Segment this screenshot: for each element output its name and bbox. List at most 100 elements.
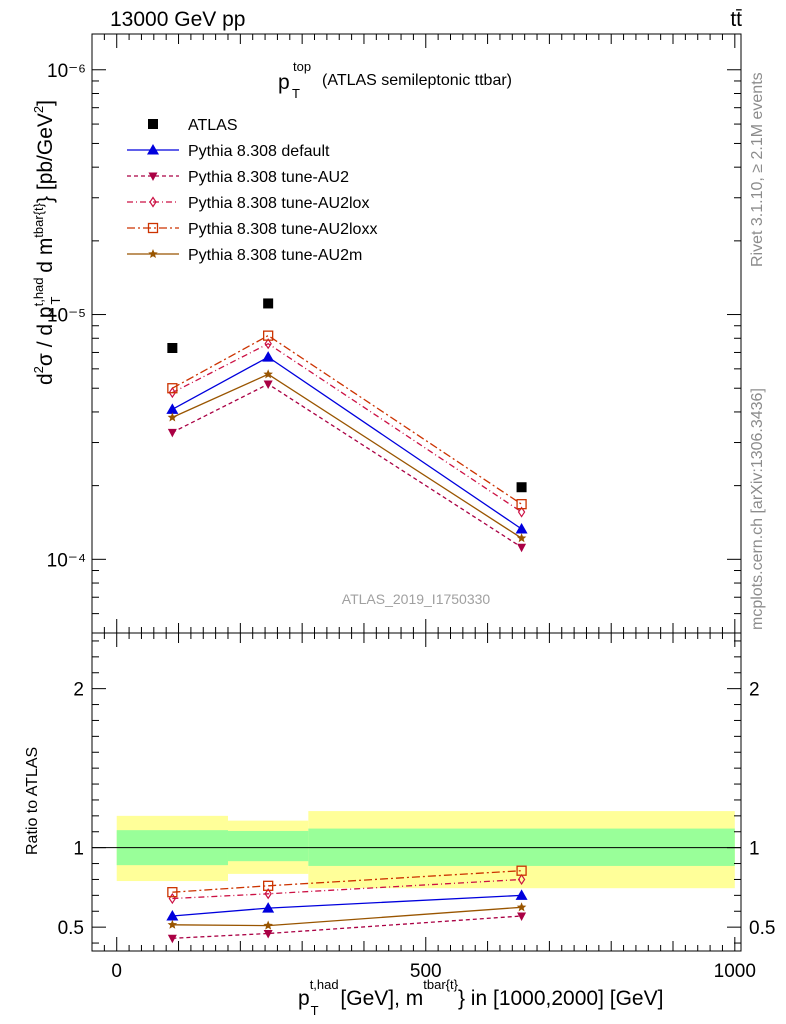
series-4	[167, 330, 527, 510]
data-point	[167, 383, 178, 394]
series-line	[172, 334, 522, 505]
legend-marker	[148, 172, 158, 181]
ratio-axes: 0.5 0.5 1 1 2 2 0 500 1000	[58, 633, 775, 982]
legend-marker	[147, 144, 159, 155]
data-point	[263, 380, 273, 390]
data-point	[262, 351, 275, 362]
final-state-label: tt̄	[730, 8, 742, 31]
data-point	[263, 369, 273, 379]
data-point	[166, 403, 179, 414]
title-subscript: T	[292, 86, 300, 101]
ratio-panel-frame	[91, 632, 742, 952]
legend: ATLAS Pythia 8.308 default Pythia 8.308 tu…	[127, 117, 377, 264]
data-point	[516, 533, 527, 543]
ratio-plot-area: 0.5 0.5 1 1 2 2 0 500 1000	[58, 633, 775, 982]
data-point	[264, 338, 272, 350]
x-tick-label: 0	[111, 961, 122, 982]
series-line	[172, 383, 522, 548]
ratio-line	[172, 906, 522, 927]
inner-band	[227, 830, 309, 862]
series-5	[167, 369, 527, 543]
ratio-y-axis-label: Ratio to ATLAS	[24, 747, 41, 855]
ratio-y-tick-label: 0.5	[58, 918, 84, 939]
series-line	[172, 342, 522, 513]
ratio-point	[264, 888, 272, 900]
ratio-point	[516, 902, 527, 912]
main-y-tick-label: 10⁻⁵	[47, 306, 86, 327]
data-point	[263, 330, 274, 341]
title-superscript: top	[293, 59, 311, 74]
ratio-point	[515, 889, 528, 900]
legend-item: Pythia 8.308 tune-AU2lox	[127, 195, 369, 212]
ratio-point	[262, 902, 275, 913]
data-point	[168, 386, 177, 399]
series-line	[172, 356, 522, 530]
data-point	[167, 412, 178, 422]
ratio-series-3	[167, 865, 527, 898]
main-y-axis-label: d2σ / d pt,had T d mtbar{t}} [pb/GeV2]	[31, 100, 63, 385]
ratio-series-4	[167, 902, 527, 930]
uncertainty-bands	[116, 811, 735, 889]
legend-item: Pythia 8.308 tune-AU2loxx	[127, 221, 377, 238]
process-label: 13000 GeV pp	[110, 8, 245, 31]
ratio-point	[263, 920, 273, 930]
legend-label: Pythia 8.308 tune-AU2m	[188, 247, 362, 264]
main-y-tick-label: 10⁻⁴	[47, 550, 86, 571]
data-point	[516, 499, 527, 510]
legend-item: Pythia 8.308 tune-AU2m	[127, 247, 362, 264]
legend-label: Pythia 8.308 tune-AU2lox	[188, 195, 369, 212]
ratio-y-tick-label: 2	[73, 680, 84, 701]
ratio-y-tick-label-right: 1	[749, 839, 760, 860]
ratio-point	[167, 934, 177, 944]
x-tick-label: 1000	[714, 961, 756, 982]
ratio-line	[172, 870, 522, 893]
ratio-line	[172, 878, 522, 900]
ratio-series-0	[166, 889, 528, 921]
ratio-point	[263, 930, 273, 939]
data-point	[167, 342, 178, 353]
ratio-point	[167, 919, 178, 929]
legend-marker	[147, 222, 159, 234]
ratio-line	[172, 894, 522, 917]
mcplots-label: mcplots.cern.ch [arXiv:1306.3436]	[749, 388, 766, 630]
ratio-point	[167, 887, 178, 898]
plot-title: p top T (ATLAS semileptonic ttbar)	[278, 59, 512, 101]
title-symbol: p	[278, 71, 290, 94]
x-tick-label: 500	[410, 961, 442, 982]
ratio-series-1	[167, 912, 527, 944]
ratio-point	[517, 912, 527, 922]
series-2	[167, 380, 527, 553]
series-3	[168, 338, 526, 518]
title-rest: (ATLAS semileptonic ttbar)	[322, 72, 512, 89]
legend-label: ATLAS	[188, 117, 238, 134]
legend-item: Pythia 8.308 default	[127, 143, 330, 160]
main-y-tick-label: 10⁻⁶	[47, 61, 86, 82]
legend-marker	[148, 119, 158, 129]
ratio-y-tick-label-right: 0.5	[749, 918, 775, 939]
main-axes: 10⁻⁴ 10⁻⁵ 10⁻⁶	[47, 34, 741, 634]
ratio-point	[516, 865, 527, 876]
legend-marker	[148, 249, 158, 259]
legend-item: ATLAS	[148, 117, 238, 134]
ratio-line	[172, 915, 522, 939]
ratio-y-tick-label: 1	[73, 839, 84, 860]
data-point	[517, 543, 527, 553]
series-0	[167, 298, 527, 493]
x-axis-label: pt,had T [GeV], mtbar{t}} in [1000,2000] …	[298, 977, 663, 1018]
ratio-point	[263, 880, 274, 891]
main-plot-area: 10⁻⁴ 10⁻⁵ 10⁻⁶	[47, 34, 741, 634]
rivet-version-label: Rivet 3.1.10, ≥ 2.1M events	[749, 72, 766, 267]
ratio-point	[166, 910, 179, 921]
series-1	[166, 351, 528, 534]
data-point	[515, 523, 528, 534]
data-point	[517, 506, 526, 518]
data-point	[516, 482, 527, 493]
ratio-point	[517, 873, 526, 886]
legend-label: Pythia 8.308 default	[188, 143, 330, 160]
legend-label: Pythia 8.308 tune-AU2	[188, 169, 349, 186]
legend-item: Pythia 8.308 tune-AU2	[127, 169, 349, 186]
legend-marker	[149, 196, 157, 208]
